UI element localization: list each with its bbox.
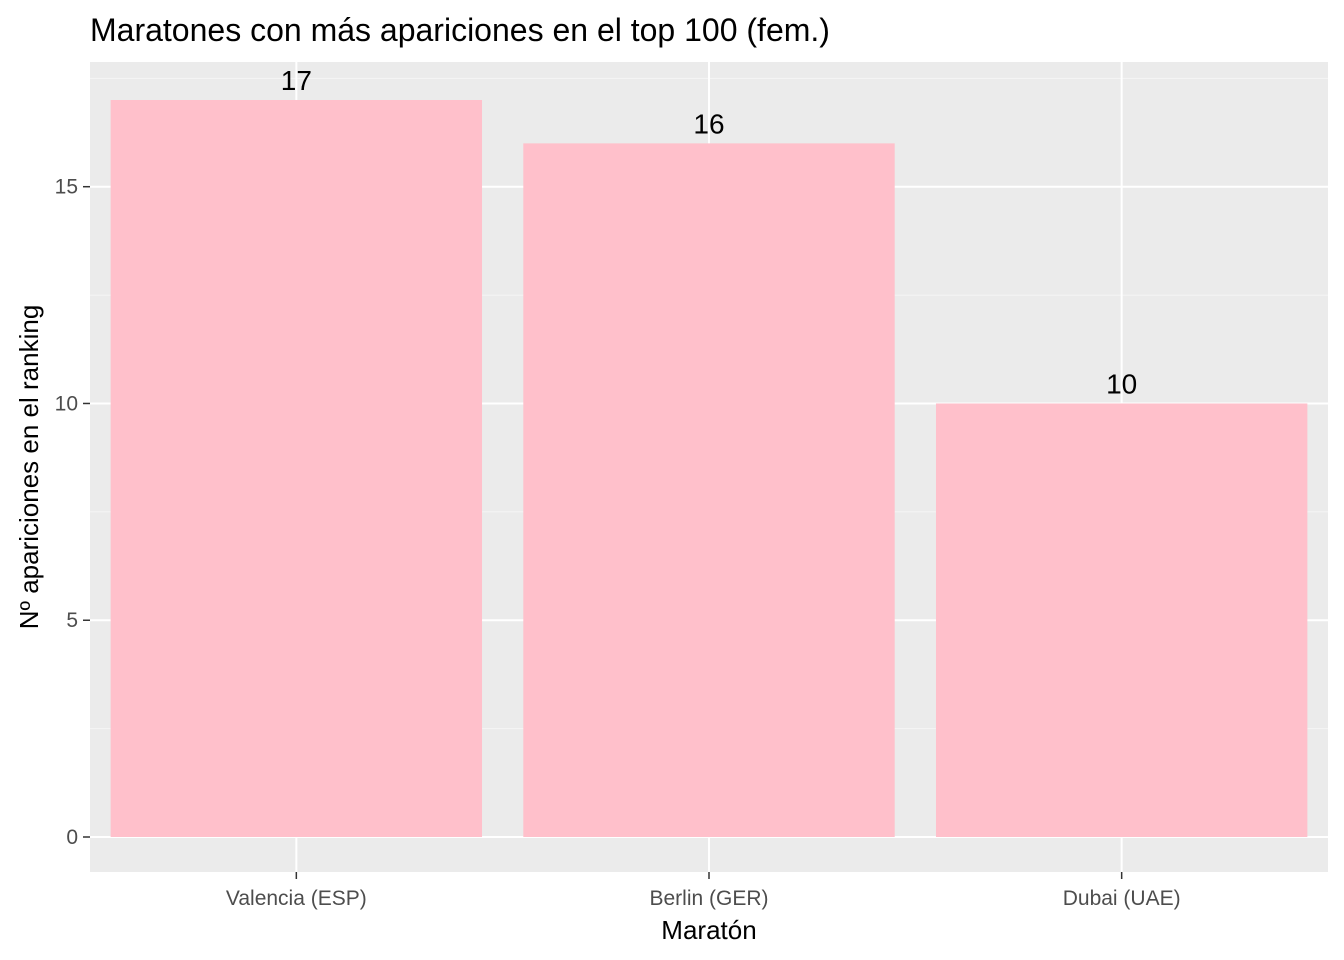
data-label: 16 bbox=[693, 108, 724, 139]
x-tick-label: Dubai (UAE) bbox=[1063, 887, 1181, 910]
y-tick-label: 0 bbox=[66, 826, 78, 849]
chart-title: Maratones con más apariciones en el top … bbox=[90, 12, 830, 48]
x-axis-title: Maratón bbox=[661, 915, 756, 945]
bar-valencia-esp bbox=[110, 100, 483, 837]
y-tick-label: 15 bbox=[55, 176, 78, 199]
data-label: 10 bbox=[1106, 368, 1137, 399]
data-labels: 17 16 10 bbox=[281, 65, 1137, 399]
x-tick-label: Valencia (ESP) bbox=[226, 887, 367, 910]
data-label: 17 bbox=[281, 65, 312, 96]
y-axis: 0 5 10 15 bbox=[55, 176, 90, 849]
x-axis: Valencia (ESP) Berlin (GER) Dubai (UAE) bbox=[226, 872, 1181, 910]
bar-dubai-uae bbox=[935, 403, 1308, 837]
bars bbox=[110, 100, 1308, 838]
y-tick-label: 5 bbox=[66, 609, 78, 632]
bar-berlin-ger bbox=[523, 143, 895, 838]
y-axis-title: Nº apariciones en el ranking bbox=[14, 305, 44, 630]
y-tick-label: 10 bbox=[55, 392, 78, 415]
x-tick-label: Berlin (GER) bbox=[649, 887, 768, 910]
